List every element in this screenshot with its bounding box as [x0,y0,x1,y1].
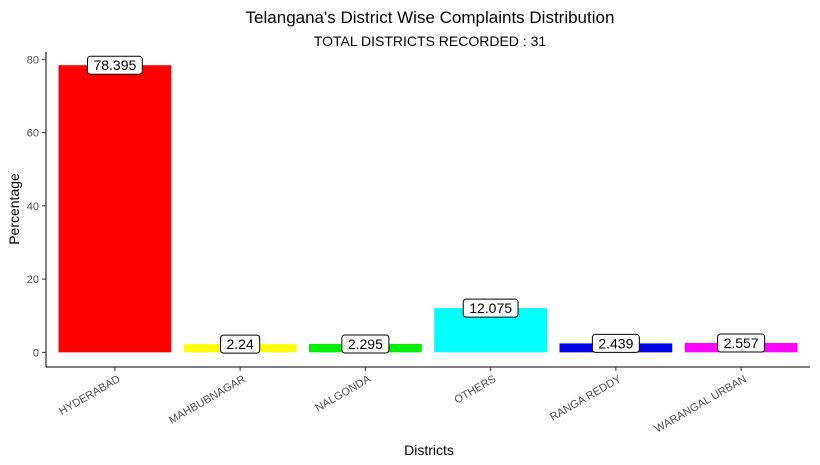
y-axis-title: Percentage [6,173,22,245]
x-tick-label: RANGA REDDY [548,373,624,424]
data-label: 2.295 [348,336,383,352]
data-label-box [462,298,519,318]
y-tick-label: 60 [27,128,39,140]
chart-title: Telangana's District Wise Complaints Dis… [246,8,615,27]
y-tick-label: 80 [27,54,39,66]
bar [58,65,172,353]
data-label: 12.075 [469,300,512,316]
x-tick-label: OTHERS [452,373,498,406]
chart-subtitle: TOTAL DISTRICTS RECORDED : 31 [314,33,547,49]
data-label-box [591,333,640,353]
x-tick-label: HYDERABAD [57,373,122,418]
y-tick-label: 20 [27,274,39,286]
data-label-box [86,55,143,75]
x-axis-title: Districts [404,442,454,458]
data-label-box [341,334,390,354]
y-tick-label: 40 [27,201,39,213]
x-tick-label: NALGONDA [313,373,373,415]
plot-area: 0 20 40 60 80 HYDERABAD 78.395 MAHBUBNAGAR 2.24 N… [27,52,810,435]
data-label-box [220,334,261,354]
data-label: 2.24 [227,336,254,352]
data-label: 78.395 [93,57,136,73]
data-label-box [717,333,766,353]
x-tick-label: MAHBUBNAGAR [167,373,248,427]
x-tick-label: WARANGAL URBAN [653,373,749,435]
data-label: 2.557 [724,335,759,351]
y-tick-label: 0 [33,347,39,359]
data-label: 2.439 [598,335,633,351]
